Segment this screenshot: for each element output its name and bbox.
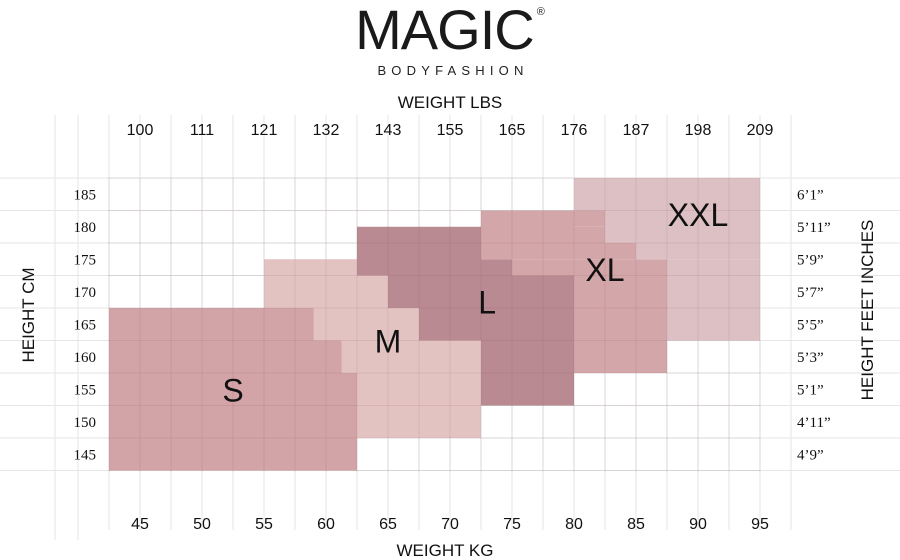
y-tick-ft: 4’9” — [797, 447, 824, 463]
x-tick-lbs: 100 — [127, 122, 154, 139]
size-region-m — [341, 340, 481, 373]
size-region-xxl — [574, 178, 760, 211]
size-region-m — [264, 275, 388, 308]
logo-brand-text: MAGIC — [355, 0, 535, 61]
size-region-l — [481, 275, 574, 406]
x-tick-kg: 75 — [503, 516, 521, 533]
size-region-m — [313, 308, 419, 341]
y-tick-ft: 5’9” — [797, 252, 824, 268]
x-tick-kg: 80 — [565, 516, 583, 533]
size-region-xl — [512, 259, 574, 276]
size-region-xl — [574, 210, 605, 227]
logo-subtitle: BODYFASHION — [377, 63, 529, 78]
x-tick-lbs: 121 — [251, 122, 278, 139]
x-tick-lbs: 132 — [313, 122, 340, 139]
x-tick-kg: 45 — [131, 516, 149, 533]
x-tick-kg: 95 — [751, 516, 769, 533]
y-tick-cm: 170 — [74, 285, 97, 301]
y-tick-cm: 150 — [74, 415, 97, 431]
size-region-m — [357, 373, 481, 438]
x-tick-kg: 55 — [255, 516, 273, 533]
y-tick-ft: 6’1” — [797, 187, 824, 203]
x-top-axis-title: WEIGHT LBS — [398, 93, 503, 112]
size-label-xl: XL — [585, 252, 624, 288]
x-tick-kg: 65 — [379, 516, 397, 533]
x-tick-lbs: 198 — [685, 122, 712, 139]
size-region-l — [388, 275, 481, 308]
x-tick-kg: 90 — [689, 516, 707, 533]
y-axis-title: HEIGHT CM — [19, 267, 38, 362]
x-tick-lbs: 176 — [561, 122, 588, 139]
y-tick-ft: 5’5” — [797, 317, 824, 333]
size-label-m: M — [375, 324, 402, 360]
size-region-xxl — [605, 210, 760, 243]
y-tick-cm: 165 — [74, 317, 97, 333]
size-region-l — [481, 259, 512, 276]
size-region-xxl — [636, 243, 760, 260]
size-region-xxl — [667, 259, 760, 341]
x-tick-lbs: 209 — [747, 122, 774, 139]
y-tick-ft: 4’11” — [797, 415, 831, 431]
x-tick-kg: 60 — [317, 516, 335, 533]
y-tick-cm: 160 — [74, 350, 97, 366]
size-region-xl — [481, 210, 574, 260]
y-tick-ft: 5’3” — [797, 350, 824, 366]
y-right-axis-title: HEIGHT FEET INCHES — [858, 220, 877, 401]
y-tick-cm: 185 — [74, 187, 97, 203]
x-tick-lbs: 143 — [375, 122, 402, 139]
y-tick-cm: 145 — [74, 447, 97, 463]
size-label-s: S — [222, 372, 243, 408]
x-tick-lbs: 165 — [499, 122, 526, 139]
x-tick-kg: 70 — [441, 516, 459, 533]
size-region-xl — [574, 259, 667, 373]
y-tick-ft: 5’1” — [797, 382, 824, 398]
y-tick-ft: 5’11” — [797, 220, 831, 236]
x-tick-lbs: 187 — [623, 122, 650, 139]
y-tick-cm: 175 — [74, 252, 97, 268]
y-tick-cm: 180 — [74, 220, 97, 236]
x-axis-title: WEIGHT KG — [397, 541, 494, 560]
y-tick-cm: 155 — [74, 382, 97, 398]
x-tick-lbs: 111 — [190, 122, 214, 139]
x-tick-lbs: 155 — [437, 122, 464, 139]
logo-brand: MAGIC ® — [355, 0, 545, 60]
size-region-m — [264, 259, 357, 276]
registered-mark: ® — [536, 6, 545, 18]
y-tick-ft: 5’7” — [797, 285, 824, 301]
size-region-l — [419, 308, 481, 341]
x-tick-kg: 50 — [193, 516, 211, 533]
x-tick-kg: 85 — [627, 516, 645, 533]
size-label-xxl: XXL — [668, 197, 728, 233]
size-label-l: L — [478, 285, 496, 321]
size-region-l — [357, 226, 481, 276]
brand-logo: MAGIC ® BODYFASHION — [0, 0, 900, 84]
